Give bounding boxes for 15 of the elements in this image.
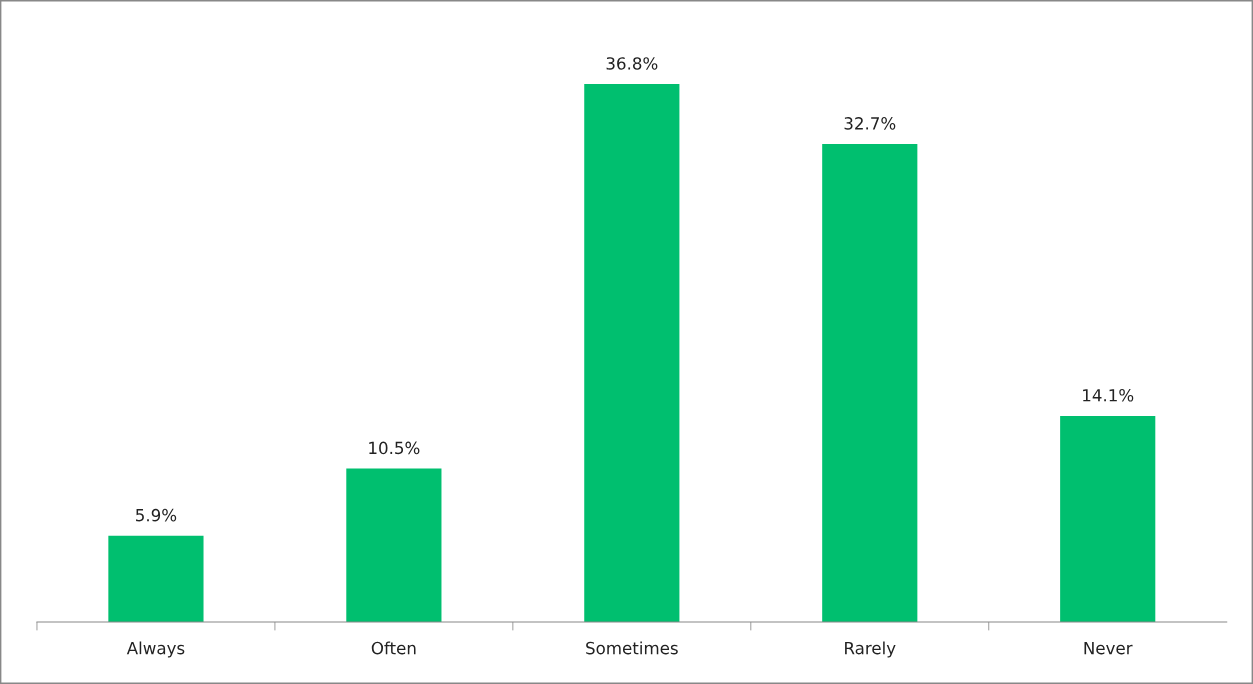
x-tick-label: Sometimes (586, 641, 678, 655)
x-tick-label: Never (1084, 641, 1133, 655)
data-label: 32.7% (844, 117, 896, 130)
bar (822, 144, 918, 623)
data-label: 36.8% (606, 57, 658, 70)
data-label: 5.9% (136, 508, 177, 522)
bar (1060, 415, 1156, 623)
bar (346, 468, 442, 623)
x-tick-label: Often (371, 641, 416, 655)
bar (584, 84, 680, 623)
x-tick-label: Rarely (845, 641, 896, 658)
bar (108, 535, 204, 623)
x-tick-label: Always (126, 641, 185, 658)
data-label: 14.1% (1083, 388, 1134, 402)
data-label: 10.5% (369, 441, 420, 455)
